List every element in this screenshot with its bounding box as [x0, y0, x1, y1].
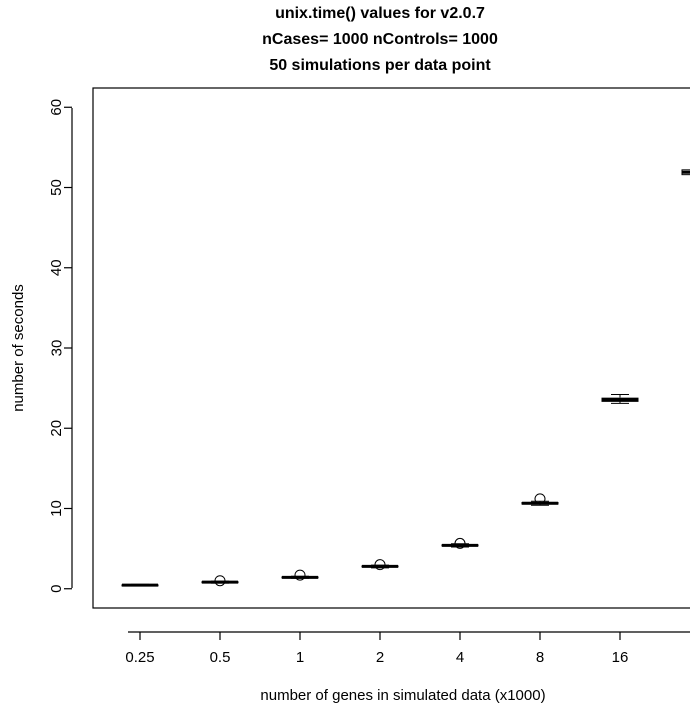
outlier-point	[534, 493, 546, 505]
x-tick-label: 0.25	[125, 649, 154, 666]
x-axis: 0.250.512481632	[125, 631, 690, 666]
box-8	[521, 493, 559, 506]
outlier-point	[294, 569, 306, 581]
y-tick-label: 30	[48, 340, 65, 357]
y-tick-label: 50	[48, 179, 65, 196]
plot-frame	[92, 87, 690, 609]
box-0.25	[121, 583, 159, 587]
x-tick-label: 2	[376, 649, 384, 666]
y-tick-label: 10	[48, 500, 65, 517]
x-tick-label: 16	[612, 649, 629, 666]
box-1	[281, 569, 319, 581]
box-series	[121, 169, 690, 587]
box-32	[681, 169, 690, 176]
x-tick-label: 1	[296, 649, 304, 666]
outlier-point	[374, 559, 386, 571]
y-tick-label: 60	[48, 99, 65, 116]
y-axis: 0 10 20 30 40 50 60	[48, 99, 73, 593]
x-tick-label: 4	[456, 649, 464, 666]
y-tick-label: 20	[48, 420, 65, 437]
y-axis-label: number of seconds	[10, 284, 27, 412]
box-2	[361, 559, 399, 571]
x-tick-label: 8	[536, 649, 544, 666]
box-0.5	[201, 575, 239, 587]
outlier-point	[454, 537, 466, 549]
title-line-2: nCases= 1000 nControls= 1000	[262, 31, 498, 48]
chart-title: unix.time() values for v2.0.7 nCases= 10…	[262, 5, 498, 74]
outlier-point	[214, 575, 226, 587]
title-line-1: unix.time() values for v2.0.7	[275, 5, 485, 22]
x-tick-label: 0.5	[210, 649, 231, 666]
x-axis-label: number of genes in simulated data (x1000…	[260, 687, 545, 704]
box-4	[441, 537, 479, 549]
y-tick-label: 40	[48, 259, 65, 276]
title-line-3: 50 simulations per data point	[269, 57, 491, 74]
y-tick-label: 0	[48, 585, 65, 593]
box-16	[601, 394, 639, 404]
